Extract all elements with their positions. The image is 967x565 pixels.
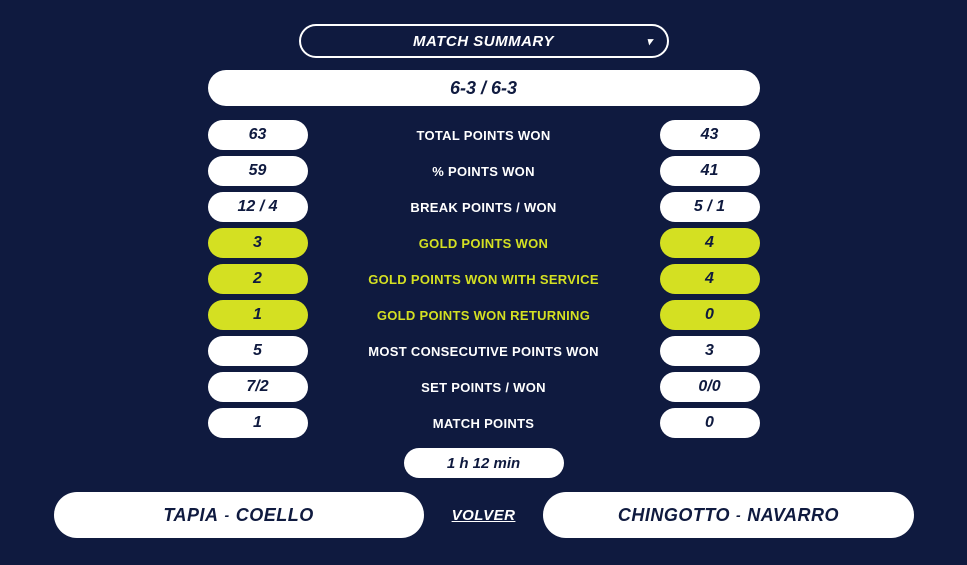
team-left-p1: TAPIA <box>163 505 218 526</box>
dropdown-label: MATCH SUMMARY <box>413 33 554 50</box>
stat-label: GOLD POINTS WON RETURNING <box>308 308 660 323</box>
stat-row: 3GOLD POINTS WON4 <box>208 228 760 258</box>
match-duration: 1 h 12 min <box>404 448 564 478</box>
stat-label: GOLD POINTS WON <box>308 236 660 251</box>
team-left-p2: COELLO <box>236 505 314 526</box>
footer: TAPIA - COELLO VOLVER CHINGOTTO - NAVARR… <box>54 492 914 538</box>
match-score: 6-3 / 6-3 <box>208 70 760 106</box>
stat-row: 63TOTAL POINTS WON43 <box>208 120 760 150</box>
stat-value-left: 63 <box>208 120 308 150</box>
team-name-separator: - <box>225 507 230 523</box>
stat-label: MOST CONSECUTIVE POINTS WON <box>308 344 660 359</box>
stats-table: 63TOTAL POINTS WON4359% POINTS WON4112 /… <box>208 120 760 438</box>
stat-value-right: 4 <box>660 264 760 294</box>
chevron-down-icon: ▾ <box>646 35 652 48</box>
team-name-separator: - <box>736 507 741 523</box>
stat-value-right: 0 <box>660 408 760 438</box>
stat-row: 12 / 4BREAK POINTS / WON5 / 1 <box>208 192 760 222</box>
stat-row: 7/2SET POINTS / WON0/0 <box>208 372 760 402</box>
stat-row: 1GOLD POINTS WON RETURNING0 <box>208 300 760 330</box>
stat-value-left: 2 <box>208 264 308 294</box>
team-right-p2: NAVARRO <box>747 505 839 526</box>
stat-value-left: 5 <box>208 336 308 366</box>
stat-row: 2GOLD POINTS WON WITH SERVICE4 <box>208 264 760 294</box>
stat-label: % POINTS WON <box>308 164 660 179</box>
stat-label: SET POINTS / WON <box>308 380 660 395</box>
team-right-p1: CHINGOTTO <box>618 505 730 526</box>
stat-value-left: 59 <box>208 156 308 186</box>
stat-value-left: 7/2 <box>208 372 308 402</box>
stat-value-right: 41 <box>660 156 760 186</box>
stat-value-right: 0 <box>660 300 760 330</box>
stat-value-right: 0/0 <box>660 372 760 402</box>
stat-row: 5MOST CONSECUTIVE POINTS WON3 <box>208 336 760 366</box>
stat-value-right: 4 <box>660 228 760 258</box>
stat-value-right: 3 <box>660 336 760 366</box>
stat-value-left: 1 <box>208 300 308 330</box>
stat-value-left: 3 <box>208 228 308 258</box>
stat-row: 59% POINTS WON41 <box>208 156 760 186</box>
stat-value-right: 5 / 1 <box>660 192 760 222</box>
stat-label: BREAK POINTS / WON <box>308 200 660 215</box>
back-link[interactable]: VOLVER <box>452 507 516 524</box>
stat-label: MATCH POINTS <box>308 416 660 431</box>
stat-value-left: 1 <box>208 408 308 438</box>
team-left: TAPIA - COELLO <box>54 492 424 538</box>
stat-row: 1MATCH POINTS0 <box>208 408 760 438</box>
team-right: CHINGOTTO - NAVARRO <box>543 492 913 538</box>
stat-value-left: 12 / 4 <box>208 192 308 222</box>
stat-label: GOLD POINTS WON WITH SERVICE <box>308 272 660 287</box>
stat-label: TOTAL POINTS WON <box>308 128 660 143</box>
view-selector-dropdown[interactable]: MATCH SUMMARY ▾ <box>299 24 669 58</box>
stat-value-right: 43 <box>660 120 760 150</box>
